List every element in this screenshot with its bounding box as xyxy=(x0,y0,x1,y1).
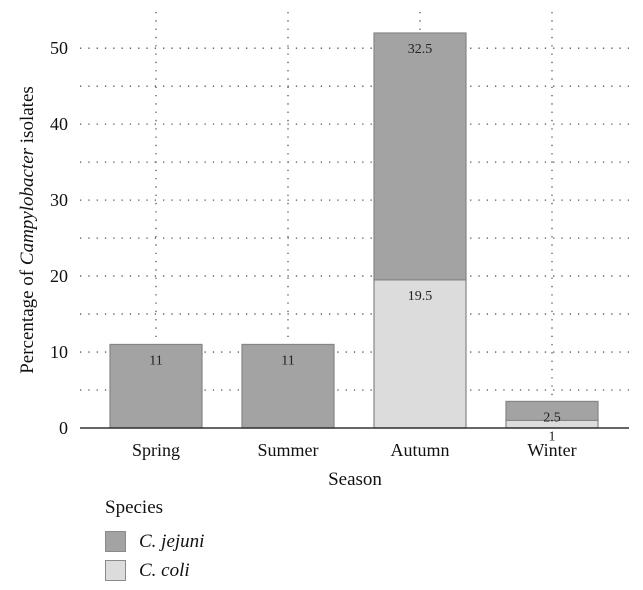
x-tick-label-spring: Spring xyxy=(132,440,180,460)
bar-autumn-c-jejuni xyxy=(373,32,467,281)
data-label-spring-c-jejuni: 11 xyxy=(149,353,162,368)
legend-title: Species xyxy=(105,497,164,518)
y-axis-title-italic: Campylobacter xyxy=(17,147,38,265)
y-tick-label: 50 xyxy=(50,38,68,58)
bar-autumn-c-coli xyxy=(373,279,467,429)
y-tick-label: 20 xyxy=(50,266,68,286)
x-tick-label-summer: Summer xyxy=(258,440,319,460)
bar-layer xyxy=(109,32,599,429)
legend-swatch-c-jejuni xyxy=(105,531,126,552)
y-axis-title: Percentage of Campylobacter isolates xyxy=(17,86,38,374)
data-label-summer-c-jejuni: 11 xyxy=(281,353,294,368)
data-label-autumn-c-jejuni: 32.5 xyxy=(408,42,433,57)
legend-label-c-jejuni: C. jejuni xyxy=(139,530,205,552)
legend-item-c-coli: C. coli xyxy=(105,556,204,585)
x-tick-labels: Spring Summer Autumn Winter xyxy=(132,440,577,460)
data-label-autumn-c-coli: 19.5 xyxy=(408,289,433,304)
stacked-bar-chart: 11 11 19.5 32.5 1 2.5 0 10 20 30 40 50 Spring Summe… xyxy=(17,12,629,490)
data-label-winter-c-coli: 1 xyxy=(549,429,556,444)
data-label-winter-c-jejuni: 2.5 xyxy=(543,410,561,425)
y-tick-label: 10 xyxy=(50,342,68,362)
x-tick-label-winter: Winter xyxy=(527,440,576,460)
bar-summer-c-jejuni xyxy=(241,343,335,429)
legend: Species C. jejuni C. coli xyxy=(105,497,204,585)
x-axis-title: Season xyxy=(328,469,382,490)
data-label-layer: 11 11 19.5 32.5 1 2.5 xyxy=(149,42,560,444)
y-tick-label: 0 xyxy=(59,418,68,438)
y-axis-title-suffix: isolates xyxy=(17,86,38,148)
bar-winter-c-jejuni xyxy=(505,400,599,422)
y-tick-label: 30 xyxy=(50,190,68,210)
legend-label-c-coli: C. coli xyxy=(139,559,190,581)
y-tick-label: 40 xyxy=(50,114,68,134)
legend-swatch-c-coli xyxy=(105,560,126,581)
y-axis-title-prefix: Percentage of xyxy=(17,265,38,374)
y-tick-labels: 0 10 20 30 40 50 xyxy=(50,38,68,438)
legend-item-c-jejuni: C. jejuni xyxy=(105,527,204,556)
bar-spring-c-jejuni xyxy=(109,343,203,429)
x-tick-label-autumn: Autumn xyxy=(390,440,449,460)
